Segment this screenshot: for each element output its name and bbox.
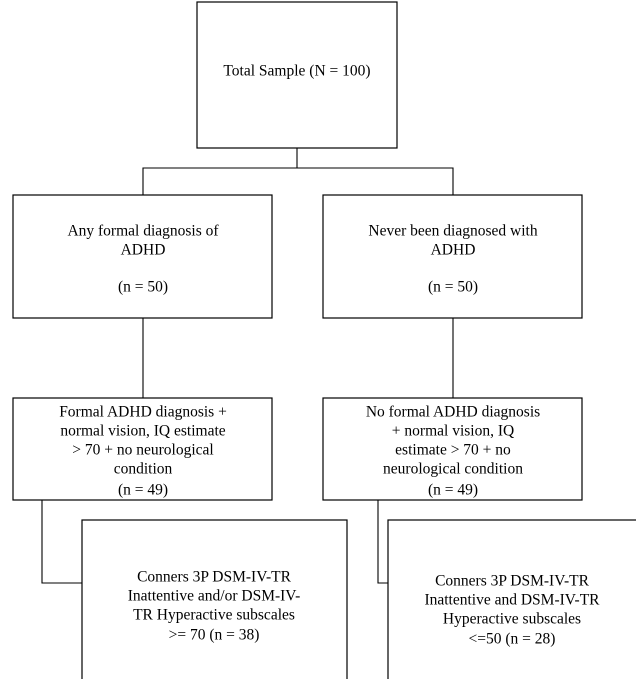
node-label: normal vision, IQ estimate: [60, 423, 225, 440]
connector: [377, 500, 388, 584]
node-label: No formal ADHD diagnosis: [366, 404, 540, 421]
node-box: [12, 397, 273, 501]
node-label: ADHD: [121, 242, 166, 259]
node-label: Inattentive and/or DSM-IV-: [128, 588, 300, 605]
node-label: (n = 49): [118, 482, 168, 499]
node-label: <=50 (n = 28): [469, 631, 556, 648]
node-box: [322, 194, 583, 319]
node-label: TR Hyperactive subscales: [133, 607, 295, 624]
node-label: (n = 50): [118, 279, 168, 296]
node-label: Formal ADHD diagnosis +: [59, 404, 227, 421]
node-label: neurological condition: [383, 461, 523, 478]
node-label: (n = 50): [428, 279, 478, 296]
node-label: + normal vision, IQ: [392, 423, 514, 440]
node-label: (n = 49): [428, 482, 478, 499]
node-box: [322, 397, 583, 501]
node-label: > 70 + no neurological: [72, 442, 213, 459]
node-box: [196, 1, 398, 149]
node-box: [12, 194, 273, 319]
connector: [41, 500, 82, 584]
node-label: Total Sample (N = 100): [223, 63, 370, 80]
node-label: Inattentive and DSM-IV-TR: [424, 592, 600, 609]
node-label: >= 70 (n = 38): [169, 627, 260, 644]
connector: [142, 167, 454, 195]
node-label: Conners 3P DSM-IV-TR: [435, 573, 590, 590]
node-box: [387, 519, 636, 679]
node-box: [81, 519, 348, 679]
node-label: Hyperactive subscales: [443, 611, 581, 628]
node-label: condition: [114, 461, 173, 478]
node-label: Conners 3P DSM-IV-TR: [137, 569, 292, 586]
node-label: estimate > 70 + no: [395, 442, 511, 459]
node-label: Any formal diagnosis of: [67, 223, 219, 240]
node-label: ADHD: [431, 242, 476, 259]
node-label: Never been diagnosed with: [368, 223, 537, 240]
